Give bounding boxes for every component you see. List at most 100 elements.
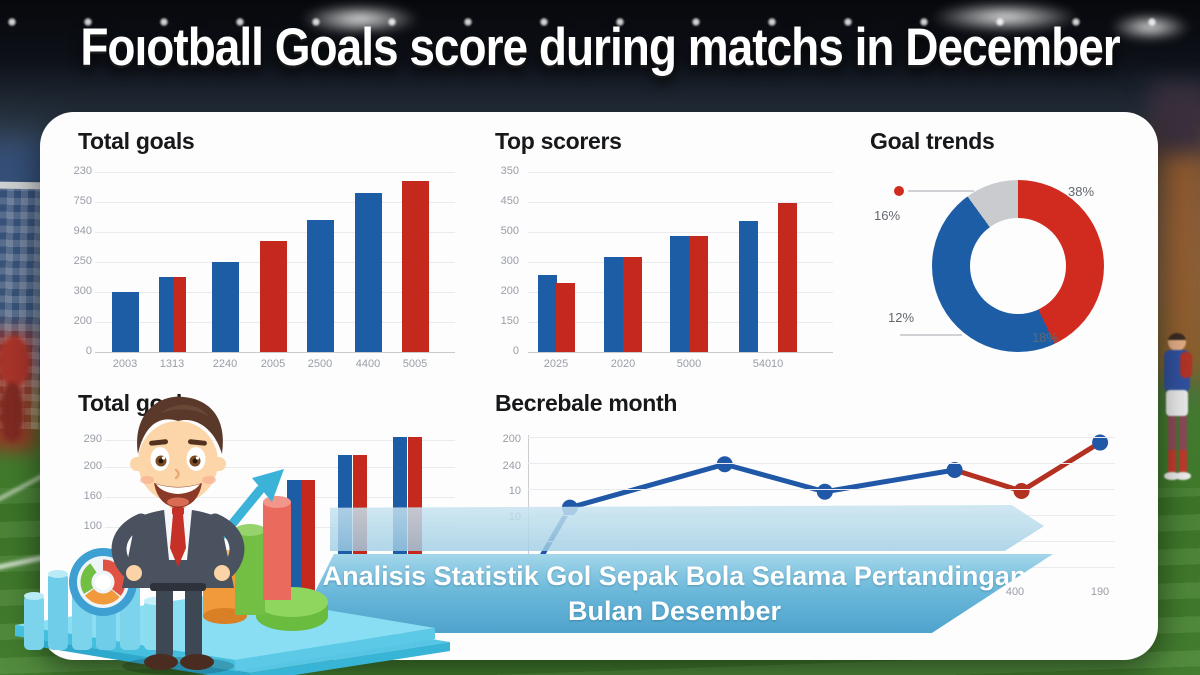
page-title: Foıotball Goals score during matchs in D… xyxy=(80,17,1120,77)
line-segment xyxy=(822,467,958,495)
y-tick-label: 100 xyxy=(83,520,102,532)
y-tick-label: 230 xyxy=(73,165,92,177)
banner: Analisis Statistik Gol Sepak Bola Selama… xyxy=(296,554,1053,633)
y-tick-label: 300 xyxy=(73,285,92,297)
mascot-illustration xyxy=(15,396,450,675)
x-tick-label: 2500 xyxy=(307,358,333,370)
donut-chart xyxy=(932,180,1104,352)
gridline xyxy=(105,440,455,441)
x-tick-label: 5000 xyxy=(676,358,702,370)
donut-label: 16% xyxy=(874,208,901,223)
bar xyxy=(556,282,575,352)
line-plot xyxy=(528,423,1110,593)
gridline xyxy=(528,352,833,353)
floodlight-glow xyxy=(1110,14,1190,40)
y-tick-label: 200 xyxy=(83,460,102,472)
bar xyxy=(354,193,382,352)
y-axis-labels: 290 200 160 100 xyxy=(76,390,102,600)
y-tick-label: 200 xyxy=(502,433,521,445)
gridline xyxy=(528,463,1115,464)
y-tick-label: 750 xyxy=(73,195,92,207)
x-axis-labels: 400 190 xyxy=(495,390,1160,660)
football-player-right xyxy=(1164,332,1192,480)
y-tick-label: 290 xyxy=(83,433,102,445)
y-tick-label: 0 xyxy=(85,345,92,357)
bar xyxy=(301,479,315,600)
bar xyxy=(670,236,689,352)
bar xyxy=(538,274,557,352)
x-tick-label: 2240 xyxy=(212,358,238,370)
line-point xyxy=(1092,434,1109,451)
chart-title: Top scorers xyxy=(495,128,622,154)
bar xyxy=(158,277,186,352)
donut-label: 38% xyxy=(1068,184,1095,199)
chart-title: Total goals xyxy=(78,128,195,154)
x-tick-label: 4400 xyxy=(355,358,381,370)
line-segment xyxy=(952,467,1025,494)
bar xyxy=(778,202,797,352)
gridline xyxy=(95,172,455,173)
gridline xyxy=(528,232,833,233)
y-tick-label: 200 xyxy=(73,315,92,327)
bar xyxy=(623,256,642,352)
floodlight-glow xyxy=(930,2,1080,32)
donut-label: 18% xyxy=(1032,330,1059,345)
y-tick-label: 0 xyxy=(512,345,519,357)
bar xyxy=(689,236,708,352)
gridline xyxy=(528,202,833,203)
bar xyxy=(306,220,334,352)
businessman-character xyxy=(111,396,245,675)
bar xyxy=(739,220,758,352)
y-tick-label: 200 xyxy=(500,285,519,297)
chart-total-goals-top: Total goals 230 750 940 250 300 200 0 2003 1313… xyxy=(74,128,460,388)
x-tick-label: 1313 xyxy=(159,358,185,370)
y-tick-label: 240 xyxy=(502,460,521,472)
line-point xyxy=(946,462,963,479)
bar xyxy=(111,292,139,352)
gridline xyxy=(528,489,1115,490)
gridline xyxy=(95,352,455,353)
football-player-left xyxy=(0,336,30,442)
legend-line xyxy=(908,190,974,192)
x-tick-label: 54010 xyxy=(752,358,784,370)
banner-line1: Analisis Statistik Gol Sepak Bola Selama… xyxy=(322,560,1027,591)
y-tick-label: 10 xyxy=(508,485,521,497)
x-tick-label: 2005 xyxy=(260,358,286,370)
x-tick-label: 2003 xyxy=(112,358,138,370)
x-tick-label: 190 xyxy=(1090,586,1110,598)
y-tick-label: 150 xyxy=(500,315,519,327)
y-axis-labels: 230 750 940 250 300 200 0 xyxy=(66,165,92,357)
bar xyxy=(211,262,239,352)
y-tick-label: 250 xyxy=(73,255,92,267)
y-tick-label: 350 xyxy=(500,165,519,177)
line-point xyxy=(716,456,733,473)
y-tick-label: 450 xyxy=(500,195,519,207)
x-axis-labels: 2025 2020 5000 54010 xyxy=(528,358,833,374)
x-tick-label: 2025 xyxy=(543,358,569,370)
gridline xyxy=(105,467,455,468)
chart-title: Becrebale month xyxy=(495,390,678,416)
label-callout-line xyxy=(900,334,962,336)
x-tick-label: 2020 xyxy=(610,358,636,370)
line-point xyxy=(1013,483,1030,499)
y-axis-labels: 350 450 500 300 200 150 0 xyxy=(489,165,519,357)
legend-dot-icon xyxy=(894,186,904,196)
x-axis-labels: 2003 1313 2240 2005 2500 4400 5005 xyxy=(95,358,455,374)
gridline xyxy=(95,202,455,203)
chart-title: Goal trends xyxy=(870,128,995,154)
bar xyxy=(259,241,287,352)
y-tick-label: 160 xyxy=(83,490,102,502)
gridline xyxy=(95,232,455,233)
gridline xyxy=(528,172,833,173)
line-segment xyxy=(567,461,728,511)
floodlight-glow xyxy=(300,4,420,34)
line-point xyxy=(816,483,833,500)
y-tick-label: 500 xyxy=(500,225,519,237)
gridline xyxy=(528,437,1115,438)
y-tick-label: 300 xyxy=(500,255,519,267)
bar-plot xyxy=(95,172,455,353)
bar xyxy=(401,181,429,352)
chart-top-scorers: Top scorers 350 450 500 300 200 150 0 2025 2020… xyxy=(495,128,845,388)
line-segment xyxy=(722,461,828,495)
